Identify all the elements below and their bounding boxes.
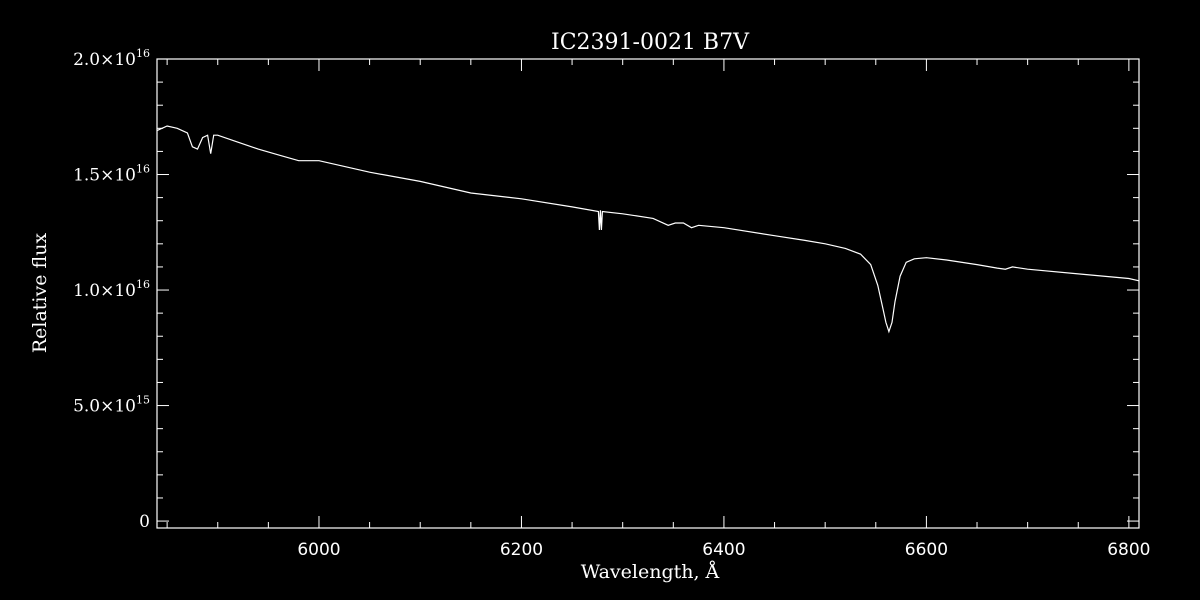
y-tick-exponent: 16 — [136, 47, 150, 60]
plot-frame — [156, 58, 1140, 529]
y-tick-label: 5.0×1015 — [73, 394, 150, 417]
y-tick-label: 1.5×1016 — [73, 163, 150, 186]
y-tick-exponent: 16 — [136, 278, 150, 291]
y-axis-ticks: 0 5.0×1015 1.0×1016 1.5×1016 2.0×1016 — [73, 47, 1139, 532]
x-axis-ticks: 6000 6200 6400 6600 6800 — [297, 59, 1151, 560]
x-tick-label: 6400 — [702, 540, 745, 560]
y-tick-exponent: 15 — [136, 394, 150, 407]
y-tick-exponent: 16 — [136, 163, 150, 176]
y-tick-label: 1.0×1016 — [73, 278, 150, 301]
y-tick-label: 0 — [139, 512, 150, 532]
y-axis-label: Relative flux — [29, 233, 51, 354]
minor-ticks — [157, 59, 1139, 528]
y-tick-label: 2.0×1016 — [73, 47, 150, 70]
x-tick-label: 6800 — [1107, 540, 1150, 560]
x-axis-label: Wavelength, Å — [581, 561, 720, 583]
spectrum-line — [156, 125, 1140, 334]
x-tick-label: 6200 — [500, 540, 543, 560]
x-tick-label: 6600 — [905, 540, 948, 560]
x-tick-label: 6000 — [297, 540, 340, 560]
chart-title: IC2391-0021 B7V — [551, 30, 750, 55]
